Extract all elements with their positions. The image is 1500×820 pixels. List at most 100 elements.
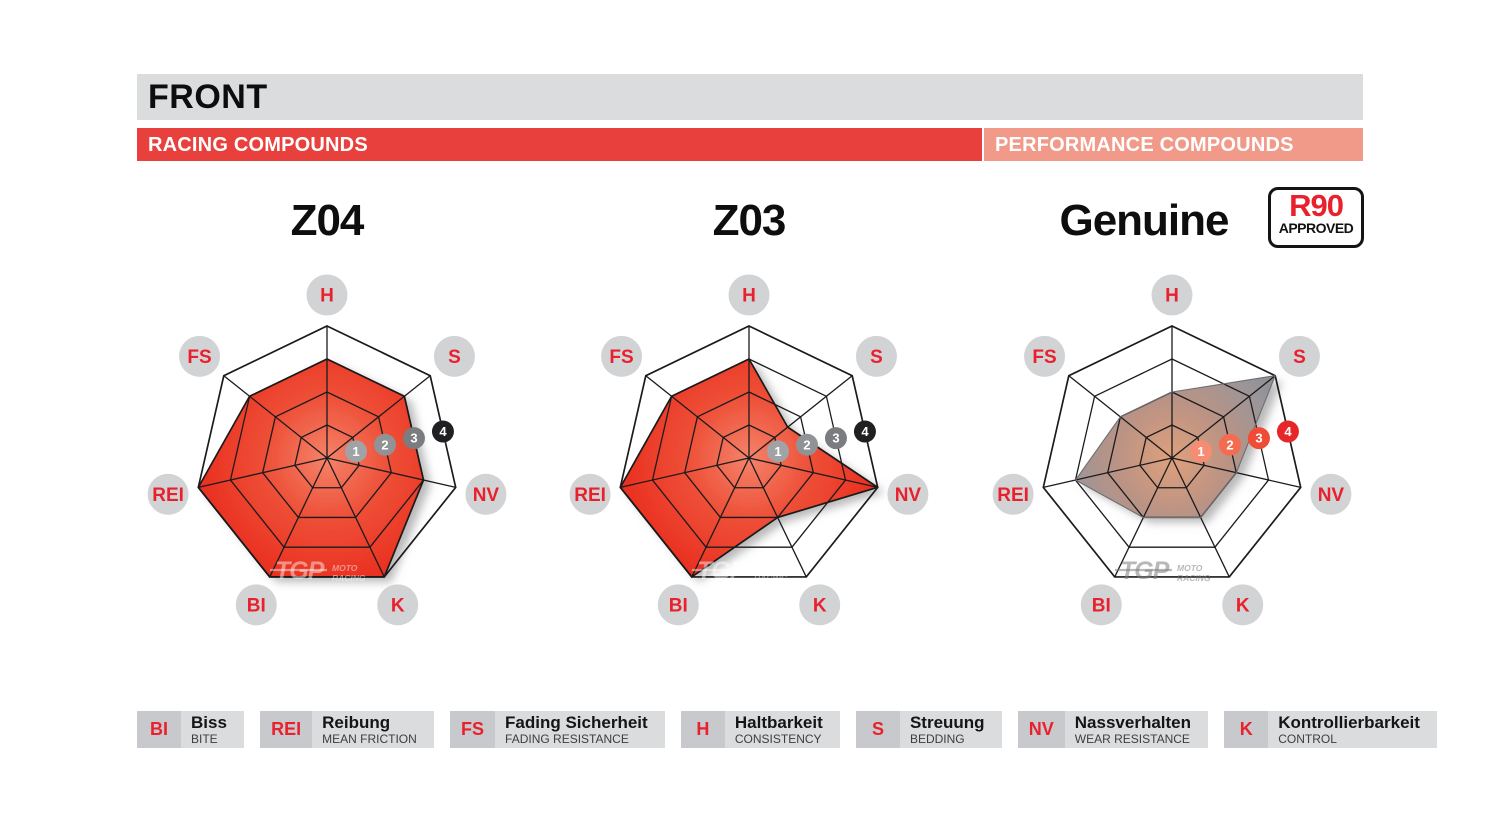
axis-label-K: K: [813, 595, 827, 616]
scale-tick-label-1: 1: [352, 444, 359, 459]
scale-tick-1: [1189, 440, 1212, 463]
front-header-label: FRONT: [148, 78, 268, 116]
legend-item-bi: BI Biss BITE: [137, 711, 244, 748]
front-header-bar: FRONT: [137, 74, 1363, 120]
axis-label-FS: FS: [187, 347, 211, 368]
scale-tick-label-4: 4: [861, 424, 869, 439]
racing-compounds-label: RACING COMPOUNDS: [148, 134, 368, 156]
legend-abbr-s: S: [855, 711, 900, 748]
scale-tick-label-1: 1: [774, 444, 781, 459]
axis-label-H: H: [742, 286, 756, 307]
axis-label-circle-K: [799, 584, 841, 626]
axis-label-H: H: [320, 286, 334, 307]
tgp-watermark-brand: TGP: [275, 557, 325, 585]
axis-label-BI: BI: [669, 595, 688, 616]
legend-english-s: BEDDING: [909, 732, 965, 746]
axis-label-circle-K: [377, 584, 419, 626]
tgp-watermark-racing: RACING: [1177, 573, 1211, 583]
axis-spoke-NV: [748, 457, 878, 489]
legend-abbr-fs: FS: [450, 711, 496, 748]
axis-label-S: S: [870, 347, 883, 368]
data-polygon-outline: [1074, 375, 1276, 519]
data-polygon: [620, 359, 878, 577]
axis-label-FS: FS: [1032, 347, 1056, 368]
radar-chart-genuine: 1 2 3 4 H S NV K BI REI FS TGP MOTO RACING: [982, 258, 1362, 658]
legend-english-h: CONSISTENCY: [734, 732, 822, 746]
scale-tick-4: [1276, 420, 1299, 443]
legend-german-bi: Biss: [191, 713, 227, 732]
legend-item-fs: FS Fading Sicherheit FADING RESISTANCE: [450, 711, 665, 748]
legend-row: BI Biss BITE REI Reibung MEAN FRICTION F…: [137, 711, 1437, 748]
axis-spoke-S: [326, 375, 431, 459]
scale-tick-3: [1247, 427, 1270, 450]
legend-german-fs: Fading Sicherheit: [505, 713, 648, 732]
axis-label-K: K: [391, 595, 405, 616]
grid-ring-3: [1074, 358, 1270, 548]
axis-label-circle-FS: [601, 335, 643, 377]
legend-german-s: Streuung: [909, 713, 985, 732]
axis-label-BI: BI: [1092, 595, 1111, 616]
axis-label-circle-K: [1222, 584, 1264, 626]
axis-label-circle-REI: [992, 473, 1034, 515]
legend-abbr-h: H: [680, 711, 725, 748]
axis-label-circle-S: [433, 335, 475, 377]
legend-item-h: H Haltbarkeit CONSISTENCY: [680, 711, 840, 748]
axis-label-FS: FS: [609, 347, 633, 368]
tgp-watermark-brand: TGP: [697, 557, 747, 585]
grid-ring-4: [619, 325, 879, 578]
legend-english-rei: MEAN FRICTION: [322, 732, 417, 746]
grid-ring-3: [651, 358, 847, 548]
scale-tick-label-3: 3: [410, 431, 417, 446]
legend-english-k: CONTROL: [1278, 732, 1337, 746]
axis-label-circle-NV: [1310, 473, 1352, 515]
scale-tick-label-4: 4: [439, 424, 447, 439]
radar-chart-z03: 1 2 3 4 H S NV K BI REI FS TGP MOTO RACING: [559, 258, 939, 658]
data-polygon: [198, 359, 424, 577]
axis-spoke-FS: [645, 375, 750, 459]
r90-badge-approved: APPROVED: [1278, 220, 1354, 236]
legend-german-nv: Nassverhalten: [1074, 713, 1192, 732]
axis-label-BI: BI: [247, 595, 266, 616]
axis-spoke-S: [1171, 375, 1276, 459]
legend-item-rei: REI Reibung MEAN FRICTION: [260, 711, 434, 748]
axis-label-NV: NV: [895, 485, 922, 506]
scale-tick-1: [344, 440, 367, 463]
scale-tick-4: [853, 420, 876, 443]
legend-german-h: Haltbarkeit: [734, 713, 823, 732]
chart-title-genuine: Genuine: [1059, 196, 1229, 245]
axis-label-S: S: [448, 347, 461, 368]
scale-tick-2: [795, 433, 818, 456]
legend-item-s: S Streuung BEDDING: [855, 711, 1002, 748]
axis-spoke-FS: [223, 375, 328, 459]
scale-tick-label-3: 3: [1255, 431, 1262, 446]
scale-tick-1: [766, 440, 789, 463]
axis-label-circle-REI: [569, 473, 611, 515]
axis-label-REI: REI: [997, 485, 1029, 506]
axis-spoke-K: [326, 457, 385, 578]
axis-spoke-NV: [326, 457, 456, 489]
axis-label-REI: REI: [574, 485, 606, 506]
r90-approved-badge: R90 APPROVED: [1268, 187, 1364, 248]
axis-spoke-BI: [691, 457, 750, 578]
radar-chart-z04: 1 2 3 4 H S NV K BI REI FS TGP MOTO RACING: [137, 258, 517, 658]
axis-spoke-BI: [269, 457, 328, 578]
r90-badge-code: R90: [1289, 188, 1344, 223]
axis-label-circle-REI: [147, 473, 189, 515]
data-polygon: [1075, 375, 1276, 518]
axis-label-circle-NV: [465, 473, 507, 515]
axis-label-S: S: [1293, 347, 1306, 368]
axis-label-circle-H: [728, 274, 770, 316]
grid-ring-2: [683, 391, 815, 519]
axis-label-circle-S: [1278, 335, 1320, 377]
axis-spoke-REI: [1043, 457, 1173, 489]
legend-english-bi: BITE: [191, 732, 218, 746]
axis-spoke-REI: [620, 457, 750, 489]
tgp-watermark-racing: RACING: [754, 573, 788, 583]
axis-label-circle-S: [855, 335, 897, 377]
legend-abbr-nv: NV: [1017, 711, 1065, 748]
legend-german-rei: Reibung: [322, 713, 391, 732]
legend-english-fs: FADING RESISTANCE: [505, 732, 629, 746]
axis-label-circle-H: [1151, 274, 1193, 316]
axis-label-circle-BI: [235, 584, 277, 626]
